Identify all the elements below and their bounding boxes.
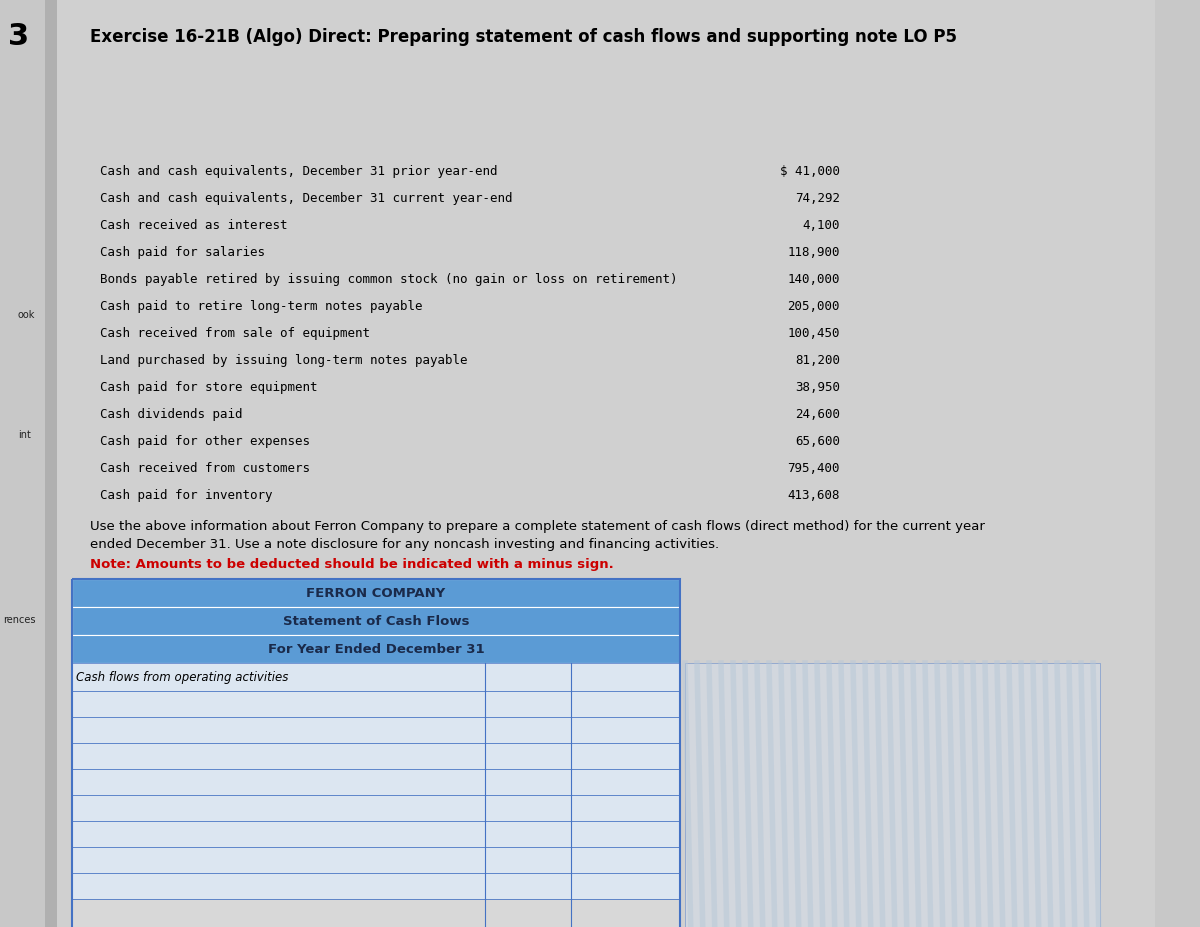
Text: Cash paid for salaries: Cash paid for salaries — [100, 246, 265, 259]
Bar — [72, 692, 680, 717]
Text: Cash paid for other expenses: Cash paid for other expenses — [100, 435, 310, 448]
Bar — [72, 664, 680, 692]
Text: 3: 3 — [8, 22, 29, 51]
Text: 4,100: 4,100 — [803, 219, 840, 232]
Text: Cash dividends paid: Cash dividends paid — [100, 408, 242, 421]
Text: 74,292: 74,292 — [796, 192, 840, 205]
Text: For Year Ended December 31: For Year Ended December 31 — [268, 642, 485, 655]
Text: 24,600: 24,600 — [796, 408, 840, 421]
Text: $ 41,000: $ 41,000 — [780, 165, 840, 178]
Text: Cash received from sale of equipment: Cash received from sale of equipment — [100, 326, 370, 339]
Bar — [72, 873, 680, 899]
Text: ended December 31. Use a note disclosure for any noncash investing and financing: ended December 31. Use a note disclosure… — [90, 538, 719, 551]
Text: Statement of Cash Flows: Statement of Cash Flows — [283, 615, 469, 628]
Text: 795,400: 795,400 — [787, 462, 840, 475]
Bar — [72, 635, 680, 664]
Text: 100,450: 100,450 — [787, 326, 840, 339]
Text: 413,608: 413,608 — [787, 489, 840, 502]
Bar — [72, 743, 680, 769]
Bar — [72, 717, 680, 743]
Text: Cash and cash equivalents, December 31 current year-end: Cash and cash equivalents, December 31 c… — [100, 192, 512, 205]
Bar — [685, 664, 1100, 927]
Text: Cash paid for inventory: Cash paid for inventory — [100, 489, 272, 502]
Text: ook: ook — [18, 310, 35, 320]
Bar — [72, 795, 680, 821]
Text: Note: Amounts to be deducted should be indicated with a minus sign.: Note: Amounts to be deducted should be i… — [90, 557, 613, 570]
Bar — [72, 769, 680, 795]
Text: FERRON COMPANY: FERRON COMPANY — [306, 587, 445, 600]
Text: 38,950: 38,950 — [796, 381, 840, 394]
Text: 65,600: 65,600 — [796, 435, 840, 448]
Text: 118,900: 118,900 — [787, 246, 840, 259]
Text: 205,000: 205,000 — [787, 299, 840, 312]
Bar — [72, 899, 680, 927]
Text: Land purchased by issuing long-term notes payable: Land purchased by issuing long-term note… — [100, 353, 468, 366]
Text: Cash received from customers: Cash received from customers — [100, 462, 310, 475]
Bar — [72, 579, 680, 927]
Bar — [46, 0, 58, 927]
Bar — [72, 821, 680, 847]
Text: Cash paid to retire long-term notes payable: Cash paid to retire long-term notes paya… — [100, 299, 422, 312]
Text: 140,000: 140,000 — [787, 273, 840, 286]
Bar — [72, 847, 680, 873]
Text: Use the above information about Ferron Company to prepare a complete statement o: Use the above information about Ferron C… — [90, 519, 985, 532]
Text: Cash and cash equivalents, December 31 prior year-end: Cash and cash equivalents, December 31 p… — [100, 165, 498, 178]
Bar — [72, 579, 680, 607]
Text: Cash paid for store equipment: Cash paid for store equipment — [100, 381, 318, 394]
Text: 81,200: 81,200 — [796, 353, 840, 366]
Text: int: int — [18, 429, 31, 439]
Text: rences: rences — [2, 615, 36, 624]
Text: Bonds payable retired by issuing common stock (no gain or loss on retirement): Bonds payable retired by issuing common … — [100, 273, 678, 286]
Text: Cash received as interest: Cash received as interest — [100, 219, 288, 232]
Bar — [72, 607, 680, 635]
Text: Exercise 16-21B (Algo) Direct: Preparing statement of cash flows and supporting : Exercise 16-21B (Algo) Direct: Preparing… — [90, 28, 958, 46]
Text: Cash flows from operating activities: Cash flows from operating activities — [76, 671, 288, 684]
